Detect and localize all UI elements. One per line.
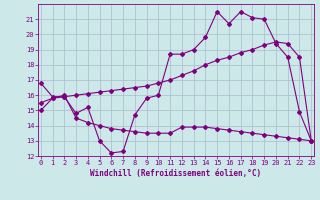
X-axis label: Windchill (Refroidissement éolien,°C): Windchill (Refroidissement éolien,°C) xyxy=(91,169,261,178)
